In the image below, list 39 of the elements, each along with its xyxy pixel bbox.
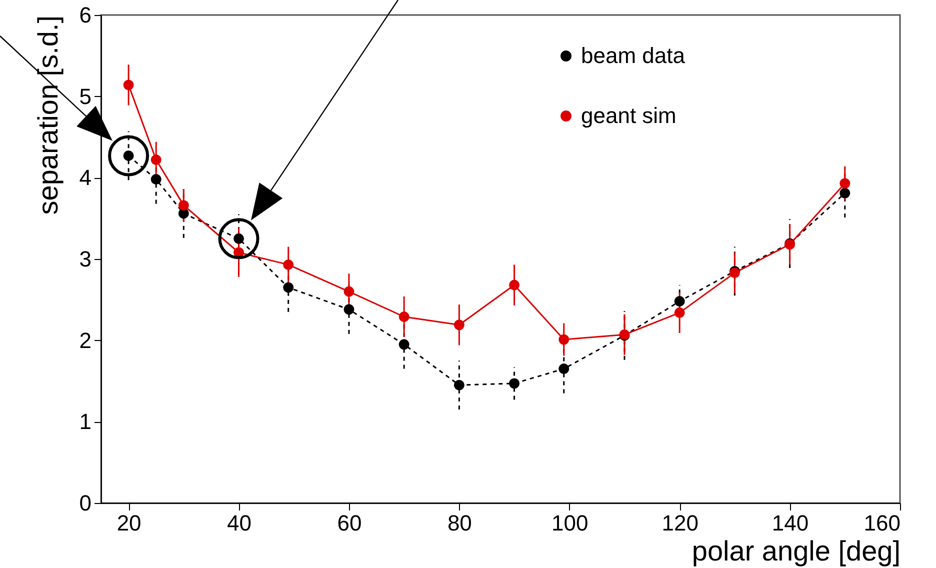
point xyxy=(509,378,520,389)
point xyxy=(674,307,685,318)
point xyxy=(840,178,850,189)
point xyxy=(344,286,354,297)
point xyxy=(674,296,685,307)
x-tick-label: 60 xyxy=(337,510,362,536)
point xyxy=(558,364,570,374)
point xyxy=(840,188,850,198)
point xyxy=(123,80,134,90)
legend-label: beam data xyxy=(581,43,686,68)
y-tick-label: 3 xyxy=(79,246,92,272)
y-tick-label: 6 xyxy=(79,2,92,28)
x-axis-title: polar angle [deg] xyxy=(692,536,900,566)
point xyxy=(283,282,294,293)
y-tick-label: 4 xyxy=(79,165,92,190)
x-tick-label: 40 xyxy=(227,510,252,536)
point xyxy=(558,334,570,345)
x-tick-label: 140 xyxy=(772,510,809,536)
x-tick-label: 20 xyxy=(116,510,142,536)
point xyxy=(344,304,354,315)
y-tick-label: 2 xyxy=(79,328,92,353)
point xyxy=(454,380,464,390)
y-tick-label: 1 xyxy=(79,409,92,434)
point xyxy=(283,259,294,270)
point xyxy=(398,339,410,350)
y-tick-label: 5 xyxy=(79,84,92,109)
point xyxy=(150,174,162,185)
point xyxy=(150,154,162,166)
x-tick-label: 100 xyxy=(552,510,588,536)
legend-label: geant sim xyxy=(581,103,676,128)
x-tick-label: 160 xyxy=(864,510,900,536)
point xyxy=(509,280,520,290)
x-tick-label: 120 xyxy=(662,510,698,536)
point xyxy=(178,200,189,211)
y-tick-label: 0 xyxy=(79,490,92,516)
point xyxy=(398,312,410,322)
x-tick-label: 80 xyxy=(447,510,472,536)
y-axis-title: separation [s.d.] xyxy=(32,16,64,215)
point xyxy=(454,320,464,330)
